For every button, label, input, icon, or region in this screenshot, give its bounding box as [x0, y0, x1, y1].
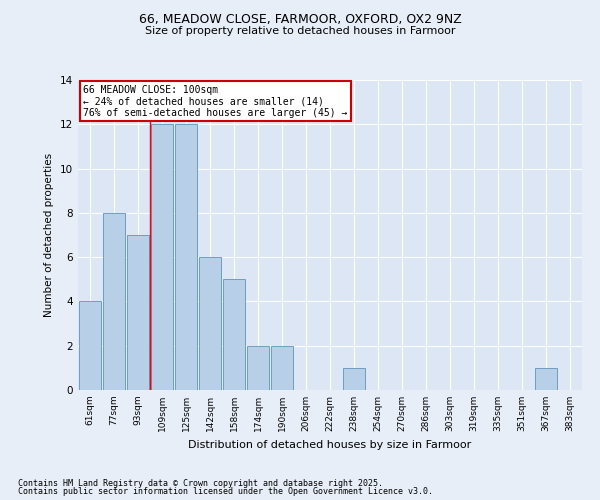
Text: Contains public sector information licensed under the Open Government Licence v3: Contains public sector information licen…: [18, 487, 433, 496]
Bar: [535, 368, 557, 390]
Bar: [223, 280, 245, 390]
Text: Contains HM Land Registry data © Crown copyright and database right 2025.: Contains HM Land Registry data © Crown c…: [18, 478, 383, 488]
Bar: [271, 346, 293, 390]
Bar: [151, 124, 173, 390]
Bar: [127, 235, 149, 390]
Text: 66 MEADOW CLOSE: 100sqm
← 24% of detached houses are smaller (14)
76% of semi-de: 66 MEADOW CLOSE: 100sqm ← 24% of detache…: [83, 84, 347, 118]
Bar: [247, 346, 269, 390]
Bar: [79, 302, 101, 390]
Text: Size of property relative to detached houses in Farmoor: Size of property relative to detached ho…: [145, 26, 455, 36]
Bar: [343, 368, 365, 390]
Text: 66, MEADOW CLOSE, FARMOOR, OXFORD, OX2 9NZ: 66, MEADOW CLOSE, FARMOOR, OXFORD, OX2 9…: [139, 12, 461, 26]
X-axis label: Distribution of detached houses by size in Farmoor: Distribution of detached houses by size …: [188, 440, 472, 450]
Y-axis label: Number of detached properties: Number of detached properties: [44, 153, 55, 317]
Bar: [199, 257, 221, 390]
Bar: [175, 124, 197, 390]
Bar: [103, 213, 125, 390]
